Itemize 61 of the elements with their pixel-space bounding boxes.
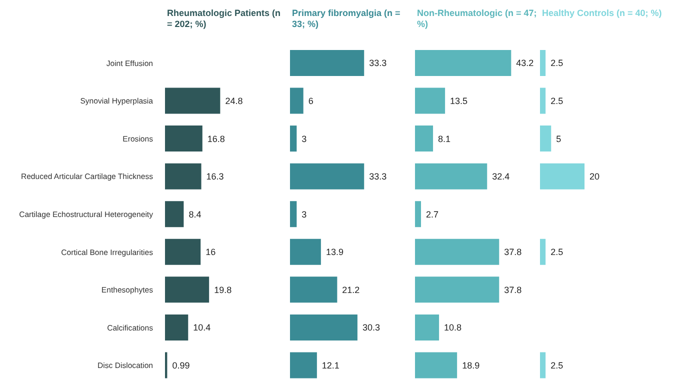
data-label: 33.3 <box>369 172 387 182</box>
data-label: 3 <box>302 209 307 220</box>
data-label: 5 <box>556 134 562 144</box>
data-label: 0.99 <box>172 360 190 370</box>
bar <box>290 276 338 303</box>
data-label: 16.3 <box>206 172 224 182</box>
bar <box>165 163 202 190</box>
bar <box>290 352 317 378</box>
data-label: 2.5 <box>550 58 564 68</box>
data-label: 2.5 <box>550 247 564 258</box>
data-label: 8.1 <box>438 134 451 144</box>
data-label: 16.8 <box>207 134 225 144</box>
data-label: 33.3 <box>369 58 387 68</box>
bar <box>415 201 422 228</box>
data-label: 37.8 <box>504 247 522 258</box>
data-label: 13.9 <box>326 247 344 258</box>
data-label: 3 <box>302 134 307 144</box>
data-label: 19.8 <box>214 284 232 295</box>
data-label: 2.5 <box>550 96 564 106</box>
data-label: 20 <box>590 172 600 182</box>
bar <box>290 201 297 228</box>
data-label: 32.4 <box>492 172 510 182</box>
bar <box>290 163 364 190</box>
bar <box>415 126 434 152</box>
bar <box>415 352 458 378</box>
data-label: 43.2 <box>516 58 534 68</box>
data-label: 8.4 <box>188 209 202 220</box>
bar <box>165 276 210 303</box>
bar <box>415 163 488 190</box>
bar <box>290 50 364 76</box>
bar <box>415 238 500 265</box>
bar <box>165 314 188 340</box>
bar <box>415 276 500 303</box>
data-label: 6 <box>308 96 314 106</box>
bar <box>415 88 446 114</box>
bar <box>290 88 304 114</box>
data-label: 2.7 <box>426 209 439 220</box>
bar <box>165 238 201 265</box>
data-label: 10.4 <box>193 322 211 333</box>
bar <box>165 88 220 114</box>
bar <box>290 238 321 265</box>
chart-title: Primary fibromyalgia (n = 33; %) <box>292 8 402 31</box>
bar <box>290 314 358 340</box>
data-label: 21.2 <box>342 284 360 295</box>
bar <box>165 126 202 152</box>
bar <box>290 126 297 152</box>
chart-title: Non-Rheumatologic (n = 47; %) <box>417 8 537 31</box>
data-label: 10.8 <box>444 322 462 333</box>
data-label: 37.8 <box>504 284 522 295</box>
bar <box>165 201 184 228</box>
data-label: 2.5 <box>550 360 564 370</box>
data-label: 18.9 <box>462 360 480 370</box>
data-label: 30.3 <box>362 322 380 333</box>
data-label: 12.1 <box>322 360 340 370</box>
data-label: 16 <box>206 247 216 258</box>
chart-title: Healthy Controls (n = 40; %) <box>542 8 662 20</box>
data-label: 13.5 <box>450 96 468 106</box>
data-label: 24.8 <box>225 96 243 106</box>
bar <box>415 50 512 76</box>
chart-title: Rheumatologic Patients (n = 202; %) <box>167 8 282 31</box>
bar <box>415 314 440 340</box>
